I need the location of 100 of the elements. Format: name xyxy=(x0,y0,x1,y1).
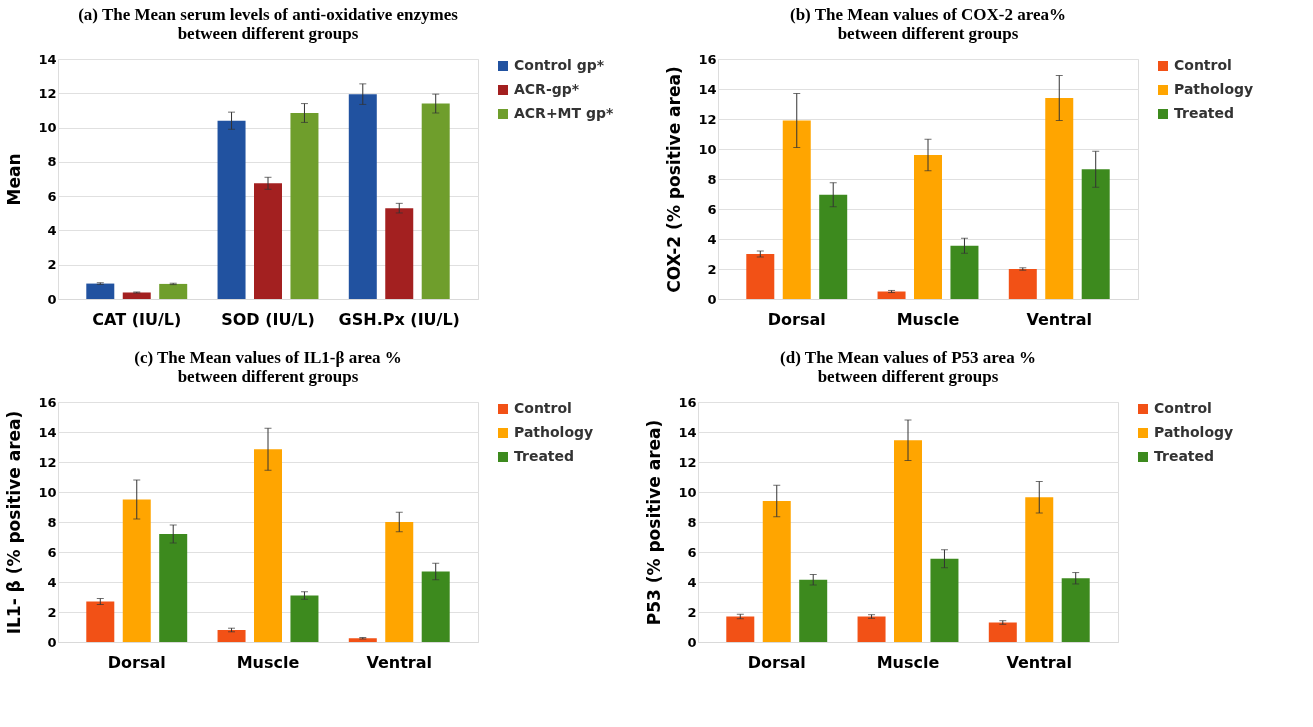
x-tick-label: Ventral xyxy=(1026,309,1093,329)
bar xyxy=(217,120,246,299)
y-tick-label: 2 xyxy=(47,257,57,273)
y-tick-label: 4 xyxy=(47,222,57,238)
y-tick-label: 14 xyxy=(698,81,717,97)
bar xyxy=(782,120,811,299)
y-tick-label: 12 xyxy=(38,85,57,101)
y-tick-label: 8 xyxy=(47,514,57,530)
bar xyxy=(799,579,828,642)
y-axis-title: Mean xyxy=(4,153,25,206)
y-tick-label: 16 xyxy=(678,394,697,410)
bar xyxy=(988,622,1017,642)
bar xyxy=(914,155,942,299)
legend-label: Treated xyxy=(1154,448,1215,464)
bar xyxy=(819,194,848,299)
bar xyxy=(385,208,414,299)
y-tick-label: 2 xyxy=(707,261,717,277)
bar xyxy=(254,183,282,299)
y-tick-label: 2 xyxy=(687,604,697,620)
y-tick-label: 0 xyxy=(47,634,57,650)
y-tick-label: 8 xyxy=(47,154,57,170)
bar xyxy=(254,449,282,642)
y-tick-label: 14 xyxy=(678,424,697,440)
bar xyxy=(217,630,246,642)
y-tick-label: 6 xyxy=(47,188,57,204)
y-tick-label: 12 xyxy=(38,454,57,470)
bar xyxy=(746,254,775,299)
y-tick-label: 4 xyxy=(707,231,717,247)
legend-label: Control xyxy=(1154,400,1212,416)
bar xyxy=(950,245,979,299)
bar xyxy=(930,558,959,642)
y-tick-label: 12 xyxy=(698,111,717,127)
x-tick-label: Muscle xyxy=(876,652,940,672)
bar xyxy=(1025,497,1054,642)
x-tick-label: Dorsal xyxy=(107,652,166,672)
bar xyxy=(762,501,791,642)
bar xyxy=(1045,98,1074,299)
x-tick-label: Muscle xyxy=(236,652,300,672)
bar xyxy=(1061,578,1090,642)
y-tick-label: 8 xyxy=(707,171,717,187)
bar xyxy=(86,283,115,299)
y-tick-label: 10 xyxy=(38,120,57,136)
y-tick-label: 12 xyxy=(678,454,697,470)
x-tick-label: Dorsal xyxy=(767,309,826,329)
legend-label: Control xyxy=(1174,57,1232,73)
y-tick-label: 10 xyxy=(678,484,697,500)
bar xyxy=(122,292,151,299)
bar xyxy=(877,291,906,299)
legend-label: Treated xyxy=(514,448,575,464)
y-tick-label: 2 xyxy=(47,604,57,620)
bar xyxy=(290,595,319,642)
y-tick-label: 6 xyxy=(47,544,57,560)
y-tick-label: 4 xyxy=(47,574,57,590)
bar xyxy=(421,103,450,299)
x-tick-label: SOD (IU/L) xyxy=(221,309,315,329)
y-axis-title: P53 (% positive area) xyxy=(644,419,665,626)
bar xyxy=(857,616,886,642)
bar xyxy=(159,283,188,299)
y-tick-label: 6 xyxy=(687,544,697,560)
bar xyxy=(86,601,115,642)
legend-label: ACR-gp* xyxy=(514,81,580,97)
bar xyxy=(122,499,151,642)
y-tick-label: 10 xyxy=(38,484,57,500)
legend-label: Pathology xyxy=(1174,81,1254,97)
bar xyxy=(159,534,188,642)
y-tick-label: 6 xyxy=(707,201,717,217)
y-tick-label: 0 xyxy=(707,291,717,307)
legend-label: Control xyxy=(514,400,572,416)
y-tick-label: 16 xyxy=(38,394,57,410)
chart-title: (a) The Mean serum levels of anti-oxidative enzymes between different groups xyxy=(78,5,459,43)
bar xyxy=(290,113,319,299)
legend-label: Pathology xyxy=(1154,424,1234,440)
chart-title: (d) The Mean values of P53 area % between different groups xyxy=(780,348,1036,386)
y-tick-label: 0 xyxy=(687,634,697,650)
x-tick-label: CAT (IU/L) xyxy=(92,309,182,329)
x-tick-label: Ventral xyxy=(366,652,433,672)
x-tick-label: Dorsal xyxy=(747,652,806,672)
bar xyxy=(894,440,922,642)
y-tick-label: 16 xyxy=(698,51,717,67)
bar xyxy=(385,522,414,642)
bar xyxy=(421,571,450,642)
chart-title: (c) The Mean values of IL1-β area % between different groups xyxy=(134,348,402,386)
bar xyxy=(348,94,377,299)
chart-title: (b) The Mean values of COX-2 area% between different groups xyxy=(789,5,1067,43)
bar xyxy=(348,638,377,642)
y-axis-title: COX-2 (% positive area) xyxy=(664,66,685,293)
x-tick-label: Ventral xyxy=(1006,652,1073,672)
y-tick-label: 0 xyxy=(47,291,57,307)
legend-label: Treated xyxy=(1174,105,1235,121)
y-tick-label: 8 xyxy=(687,514,697,530)
x-tick-label: GSH.Px (IU/L) xyxy=(338,309,460,329)
x-tick-label: Muscle xyxy=(896,309,960,329)
bar xyxy=(1008,269,1037,299)
y-tick-label: 10 xyxy=(698,141,717,157)
y-axis-title: IL1- β (% positive area) xyxy=(4,410,25,635)
bar xyxy=(726,616,755,642)
legend-label: Pathology xyxy=(514,424,594,440)
y-tick-label: 14 xyxy=(38,51,57,67)
legend-label: ACR+MT gp* xyxy=(514,105,615,121)
legend-label: Control gp* xyxy=(514,57,605,73)
